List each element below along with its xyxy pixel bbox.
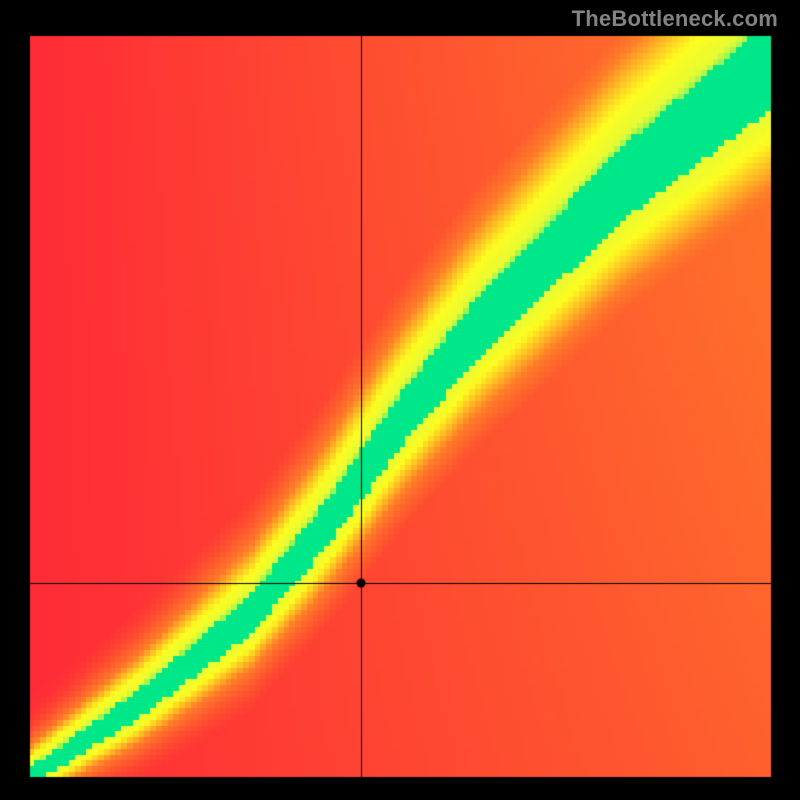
watermark-text: TheBottleneck.com — [572, 6, 778, 32]
bottleneck-heatmap — [0, 0, 800, 800]
chart-container: TheBottleneck.com — [0, 0, 800, 800]
